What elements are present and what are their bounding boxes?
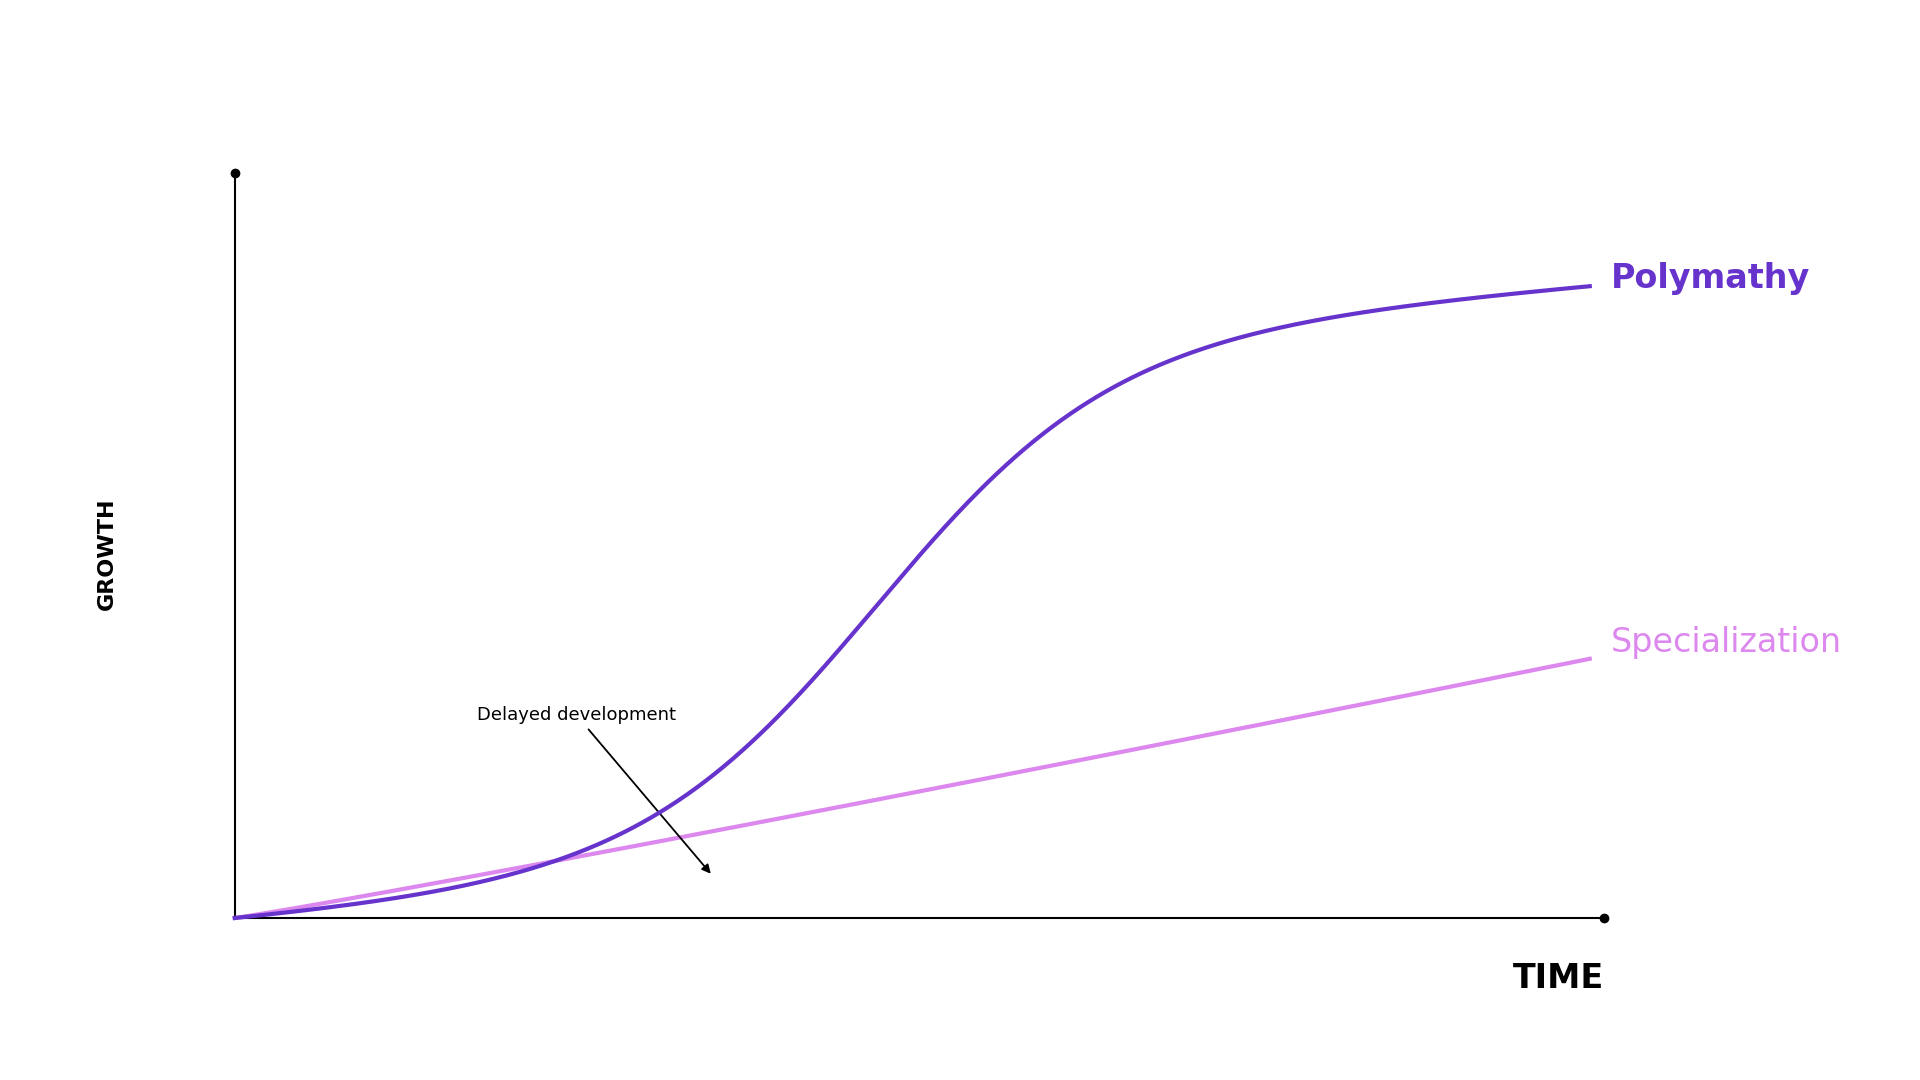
Text: GROWTH: GROWTH: [96, 497, 117, 610]
Text: Specialization: Specialization: [1611, 626, 1843, 659]
Text: Polymathy: Polymathy: [1611, 261, 1811, 295]
Text: TIME: TIME: [1513, 962, 1603, 996]
Text: Delayed development: Delayed development: [478, 706, 710, 873]
